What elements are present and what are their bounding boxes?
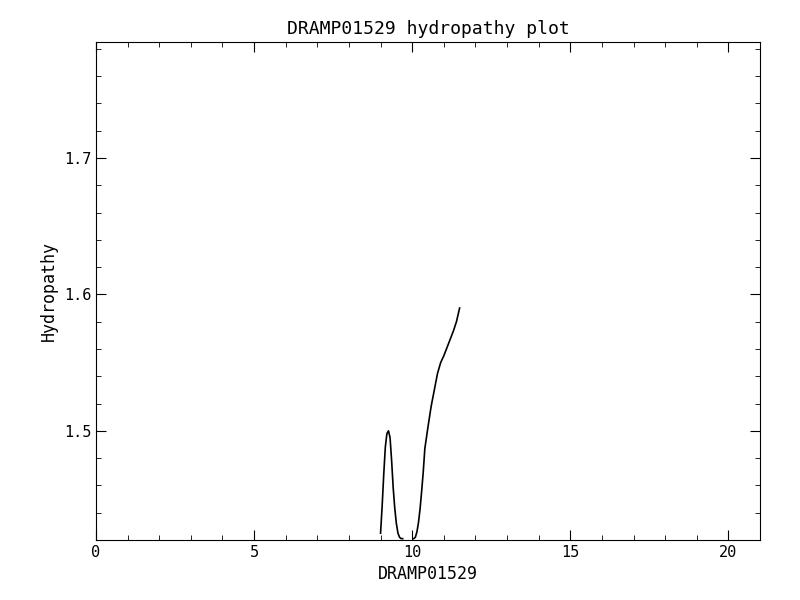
Title: DRAMP01529 hydropathy plot: DRAMP01529 hydropathy plot <box>286 20 570 38</box>
X-axis label: DRAMP01529: DRAMP01529 <box>378 565 478 583</box>
Y-axis label: Hydropathy: Hydropathy <box>40 241 58 341</box>
